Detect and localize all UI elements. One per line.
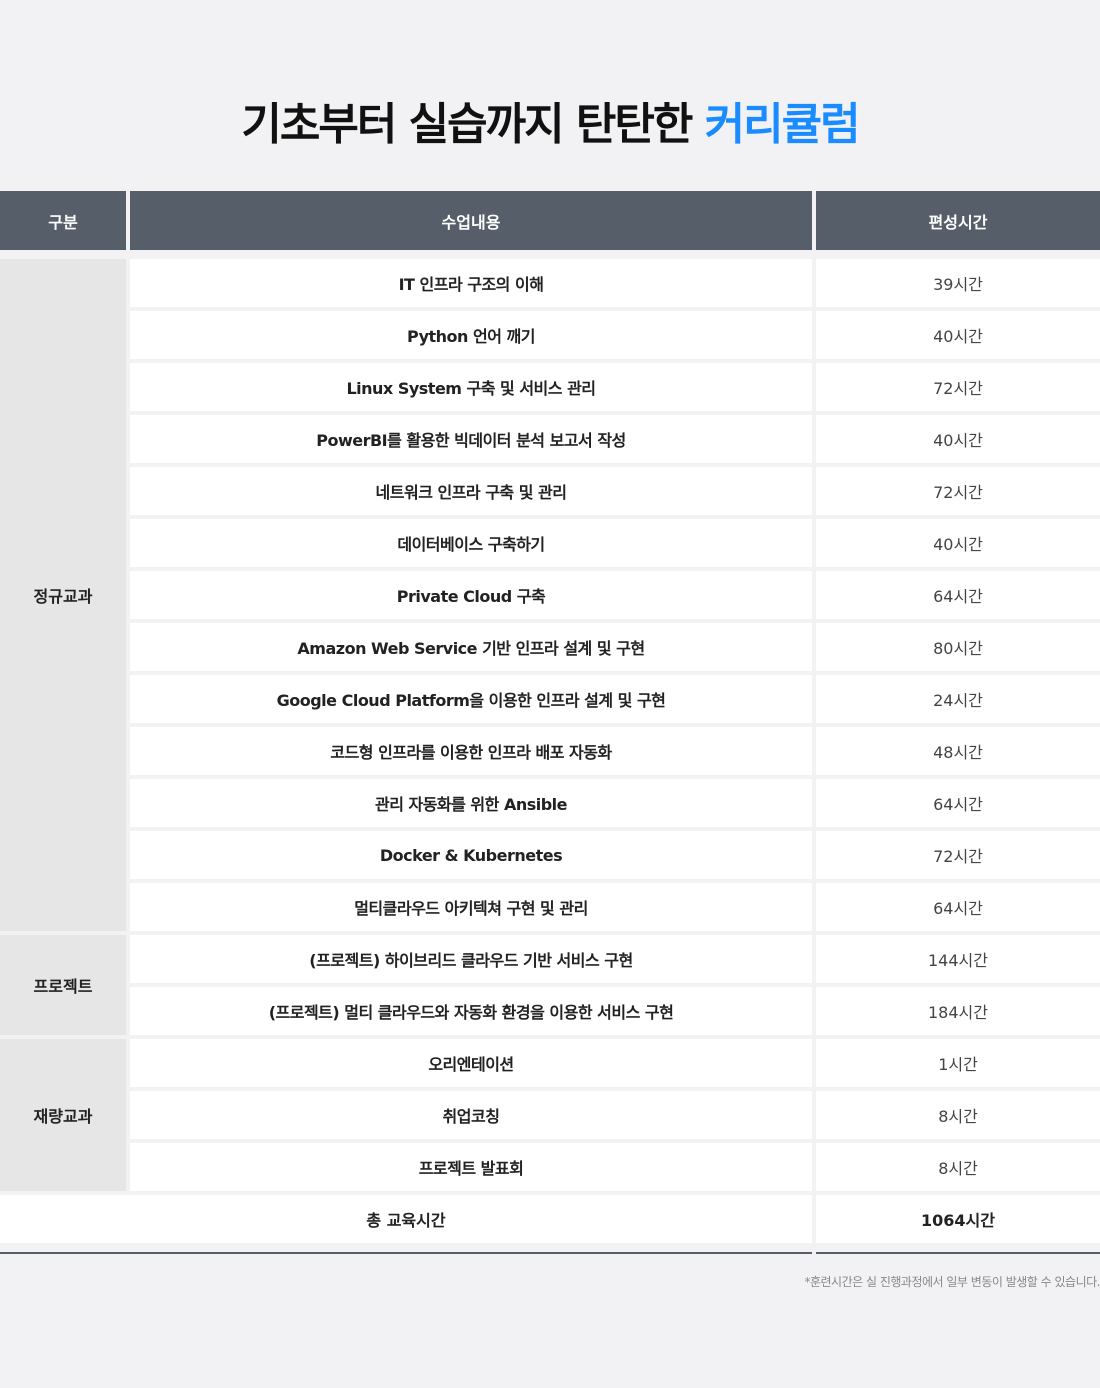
course-name: Python 언어 깨기 [130, 311, 812, 359]
course-hours: 64시간 [816, 779, 1100, 827]
course-name: Google Cloud Platform을 이용한 인프라 설계 및 구현 [130, 675, 812, 723]
course-hours: 72시간 [816, 363, 1100, 411]
category-cell: 재량교과 [0, 1039, 126, 1191]
course-hours: 40시간 [816, 519, 1100, 567]
page-title: 기초부터 실습까지 탄탄한 커리큘럼 [0, 88, 1100, 152]
category-cell: 정규교과 [0, 259, 126, 931]
course-name: Linux System 구축 및 서비스 관리 [130, 363, 812, 411]
course-hours: 72시간 [816, 831, 1100, 879]
course-hours: 1시간 [816, 1039, 1100, 1087]
course-name: 데이터베이스 구축하기 [130, 519, 812, 567]
course-hours: 72시간 [816, 467, 1100, 515]
course-name: 멀티클라우드 아키텍쳐 구현 및 관리 [130, 883, 812, 931]
course-hours: 184시간 [816, 987, 1100, 1035]
course-hours: 64시간 [816, 883, 1100, 931]
course-hours: 39시간 [816, 259, 1100, 307]
header-hours: 편성시간 [816, 191, 1100, 250]
course-hours: 40시간 [816, 415, 1100, 463]
course-hours: 80시간 [816, 623, 1100, 671]
course-name: 관리 자동화를 위한 Ansible [130, 779, 812, 827]
course-hours: 48시간 [816, 727, 1100, 775]
course-name: 오리엔테이션 [130, 1039, 812, 1087]
course-hours: 64시간 [816, 571, 1100, 619]
course-name: 취업코칭 [130, 1091, 812, 1139]
table-bottom-divider [816, 1252, 1100, 1254]
curriculum-table: 정규교과 IT 인프라 구조의 이해 39시간 Python 언어 깨기 40시간 Lin… [0, 259, 1100, 1243]
title-accent: 커리큘럼 [704, 99, 861, 150]
course-hours: 24시간 [816, 675, 1100, 723]
course-name: PowerBI를 활용한 빅데이터 분석 보고서 작성 [130, 415, 812, 463]
course-hours: 8시간 [816, 1143, 1100, 1191]
header-category: 구분 [0, 191, 126, 250]
course-name: Private Cloud 구축 [130, 571, 812, 619]
course-hours: 40시간 [816, 311, 1100, 359]
course-name: Amazon Web Service 기반 인프라 설계 및 구현 [130, 623, 812, 671]
course-name: 네트워크 인프라 구축 및 관리 [130, 467, 812, 515]
table-bottom-divider [0, 1252, 812, 1254]
course-name: Docker & Kubernetes [130, 831, 812, 879]
header-content: 수업내용 [130, 191, 812, 250]
footnote: *훈련시간은 실 진행과정에서 일부 변동이 발생할 수 있습니다. [804, 1275, 1100, 1289]
course-hours: 8시간 [816, 1091, 1100, 1139]
course-name: IT 인프라 구조의 이해 [130, 259, 812, 307]
course-hours: 144시간 [816, 935, 1100, 983]
title-main: 기초부터 실습까지 탄탄한 [241, 99, 705, 150]
course-name: (프로젝트) 멀티 클라우드와 자동화 환경을 이용한 서비스 구현 [130, 987, 812, 1035]
course-name: (프로젝트) 하이브리드 클라우드 기반 서비스 구현 [130, 935, 812, 983]
total-hours: 1064시간 [816, 1195, 1100, 1243]
category-cell: 프로젝트 [0, 935, 126, 1035]
total-label: 총 교육시간 [0, 1195, 812, 1243]
course-name: 프로젝트 발표회 [130, 1143, 812, 1191]
course-name: 코드형 인프라를 이용한 인프라 배포 자동화 [130, 727, 812, 775]
